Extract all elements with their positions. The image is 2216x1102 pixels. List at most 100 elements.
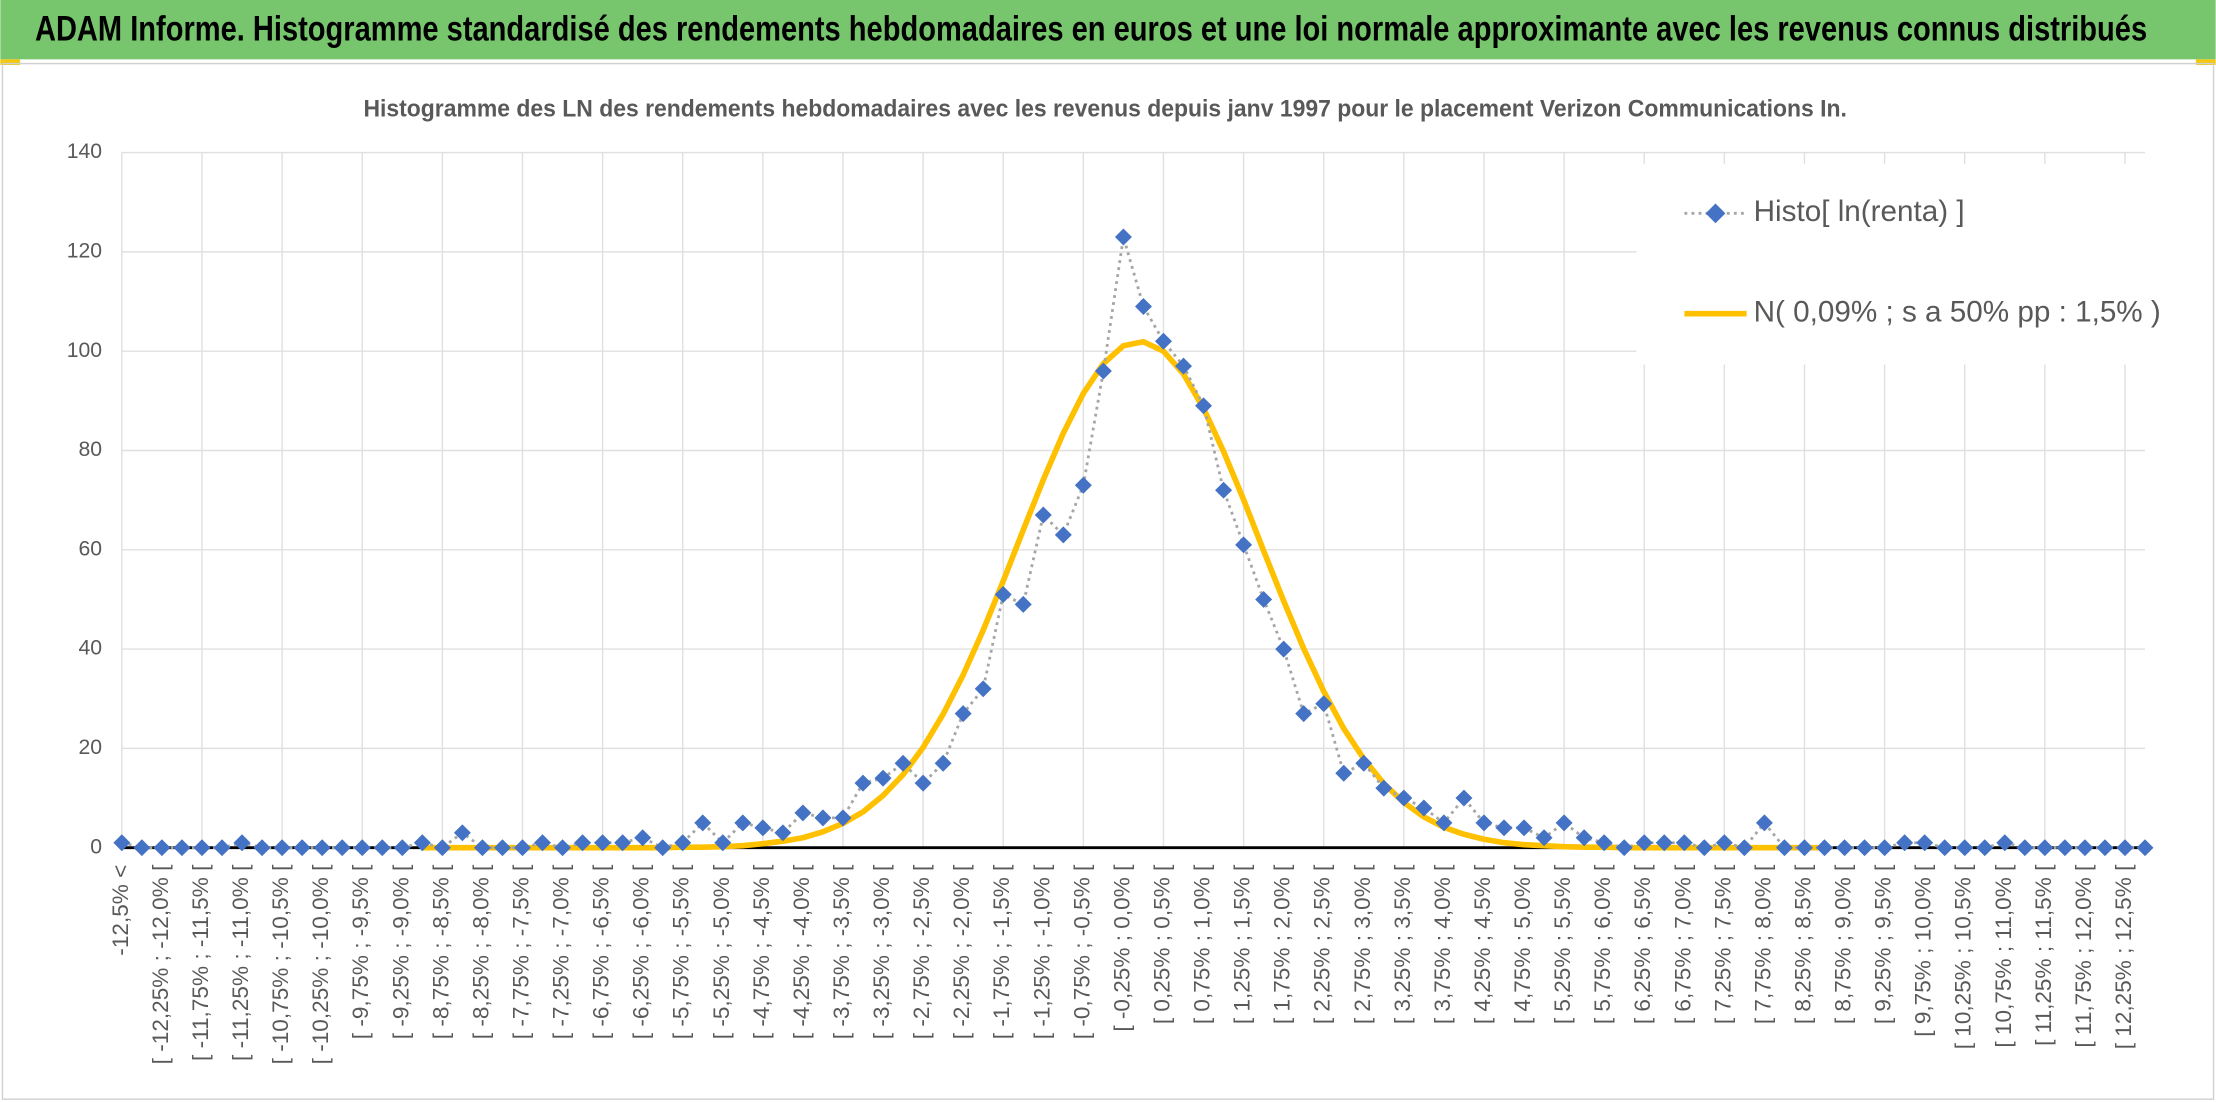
x-tick-label: [ 0,75% ; 1,0% [ bbox=[1190, 864, 1215, 1024]
x-tick-label: [ 5,25% ; 5,5% [ bbox=[1550, 864, 1575, 1024]
data-point bbox=[2116, 839, 2134, 857]
x-tick-label: [ 10,25% ; 10,5% [ bbox=[1951, 864, 1976, 1049]
data-point bbox=[994, 585, 1012, 603]
x-tick-label: [ -6,25% ; -6,0% [ bbox=[629, 864, 654, 1039]
y-tick-label: 60 bbox=[78, 537, 102, 560]
x-tick-label: [ 6,75% ; 7,0% [ bbox=[1670, 864, 1695, 1024]
data-point bbox=[1836, 839, 1854, 857]
data-point bbox=[213, 839, 231, 857]
data-point bbox=[1635, 834, 1653, 852]
data-point bbox=[1535, 829, 1553, 847]
data-point bbox=[1595, 834, 1613, 852]
x-tick-label: [ -2,25% ; -2,0% [ bbox=[949, 864, 974, 1039]
data-point bbox=[854, 774, 872, 792]
data-point bbox=[393, 839, 411, 857]
data-point bbox=[1155, 332, 1172, 350]
y-tick-label: 120 bbox=[67, 239, 102, 262]
x-tick-label: [ 1,75% ; 2,0% [ bbox=[1270, 864, 1295, 1024]
data-point bbox=[1996, 834, 2014, 852]
x-tick-label: [ 2,75% ; 3,0% [ bbox=[1350, 864, 1375, 1024]
data-point bbox=[173, 839, 191, 857]
x-tick-label: [ 7,75% ; 8,0% [ bbox=[1750, 864, 1775, 1024]
data-point bbox=[914, 774, 932, 792]
data-point bbox=[1355, 754, 1373, 772]
data-point bbox=[1956, 839, 1974, 857]
x-tick-label: [ 2,25% ; 2,5% [ bbox=[1310, 864, 1335, 1024]
data-point bbox=[1555, 814, 1573, 832]
x-tick-label: [ -10,25% ; -10,0% [ bbox=[308, 864, 333, 1064]
data-point bbox=[1335, 764, 1353, 782]
x-tick-label: [ -6,75% ; -6,5% [ bbox=[589, 864, 614, 1039]
x-tick-label: [ -8,75% ; -8,5% [ bbox=[428, 864, 453, 1039]
data-point bbox=[293, 839, 311, 857]
data-point bbox=[1655, 834, 1673, 852]
legend-box bbox=[1636, 163, 2148, 365]
y-tick-label: 100 bbox=[67, 339, 102, 362]
data-point bbox=[233, 834, 251, 852]
data-point bbox=[453, 824, 471, 842]
legend-label: Histo[ ln(renta) ] bbox=[1754, 195, 1965, 228]
legend-marker bbox=[1705, 203, 1726, 224]
x-tick-label: [ 3,25% ; 3,5% [ bbox=[1390, 864, 1415, 1024]
data-point bbox=[133, 839, 151, 857]
x-tick-label: [ -7,25% ; -7,0% [ bbox=[549, 864, 574, 1039]
x-tick-label: [ -11,75% ; -11,5% [ bbox=[188, 864, 213, 1061]
corner bbox=[0, 59, 21, 65]
data-point bbox=[1134, 298, 1152, 315]
x-tick-label: [ -3,25% ; -3,0% [ bbox=[869, 864, 894, 1039]
data-point bbox=[153, 839, 171, 857]
x-tick-label: [ -5,25% ; -5,0% [ bbox=[709, 864, 734, 1039]
data-point bbox=[754, 819, 772, 837]
x-tick-label: [ 11,25% ; 11,5% [ bbox=[2031, 864, 2056, 1046]
data-point bbox=[2096, 839, 2114, 857]
data-point bbox=[193, 839, 211, 857]
data-point bbox=[2076, 839, 2094, 857]
y-tick-label: 140 bbox=[67, 140, 102, 163]
data-point bbox=[373, 839, 391, 857]
x-tick-label: [ -3,75% ; -3,5% [ bbox=[829, 864, 854, 1039]
legend: Histo[ ln(renta) ] N( 0,09% ; s a 50% pp … bbox=[1636, 163, 2161, 365]
data-point bbox=[1755, 814, 1773, 832]
data-point bbox=[1094, 362, 1112, 380]
x-tick-label: [ 9,75% ; 10,0% [ bbox=[1911, 864, 1936, 1037]
data-point bbox=[1455, 789, 1473, 807]
data-point bbox=[654, 839, 672, 857]
data-point bbox=[554, 839, 572, 857]
data-point bbox=[574, 834, 592, 852]
x-tick-label: [ 7,25% ; 7,5% [ bbox=[1710, 864, 1735, 1024]
x-tick-label: [ -0,25% ; 0,0% [ bbox=[1109, 864, 1134, 1032]
data-point bbox=[433, 839, 451, 857]
data-point bbox=[594, 834, 612, 852]
x-tick-label: [ 0,25% ; 0,5% [ bbox=[1149, 864, 1174, 1024]
data-point bbox=[674, 834, 692, 852]
data-point bbox=[1014, 595, 1032, 613]
data-point bbox=[2056, 839, 2074, 857]
chart-border bbox=[1, 62, 2215, 1100]
data-point bbox=[874, 769, 892, 787]
x-tick-label: [ -8,25% ; -8,0% [ bbox=[468, 864, 493, 1039]
x-tick-label: [ -4,75% ; -4,5% [ bbox=[749, 864, 774, 1039]
x-tick-label: [ 8,75% ; 9,0% [ bbox=[1831, 864, 1856, 1024]
data-point bbox=[113, 834, 131, 852]
x-tick-label: [ 9,25% ; 9,5% [ bbox=[1871, 864, 1896, 1024]
y-tick-label: 0 bbox=[90, 835, 102, 858]
data-point bbox=[1695, 839, 1713, 857]
x-tick-label: [ -1,75% ; -1,5% [ bbox=[989, 864, 1014, 1039]
x-tick-label: [ 1,25% ; 1,5% [ bbox=[1230, 864, 1255, 1024]
y-tick-label: 20 bbox=[78, 736, 102, 759]
legend-label: N( 0,09% ; s a 50% pp : 1,5% ) bbox=[1754, 295, 2161, 328]
x-tick-label: [ -1,25% ; -1,0% [ bbox=[1029, 864, 1054, 1039]
x-tick-label: [ 6,25% ; 6,5% [ bbox=[1630, 864, 1655, 1024]
data-point bbox=[1896, 834, 1914, 852]
data-point bbox=[834, 809, 852, 827]
data-point bbox=[353, 839, 371, 857]
data-point bbox=[794, 804, 812, 822]
data-point bbox=[534, 834, 551, 852]
data-point bbox=[1315, 695, 1333, 713]
data-point bbox=[473, 839, 491, 857]
data-point bbox=[974, 680, 992, 698]
x-tick-label: -12,5% < bbox=[108, 865, 133, 956]
data-point bbox=[694, 814, 712, 832]
x-tick-label: [ 4,25% ; 4,5% [ bbox=[1470, 864, 1495, 1024]
header-title: ADAM Informe. Histogramme standardisé de… bbox=[35, 9, 2147, 48]
